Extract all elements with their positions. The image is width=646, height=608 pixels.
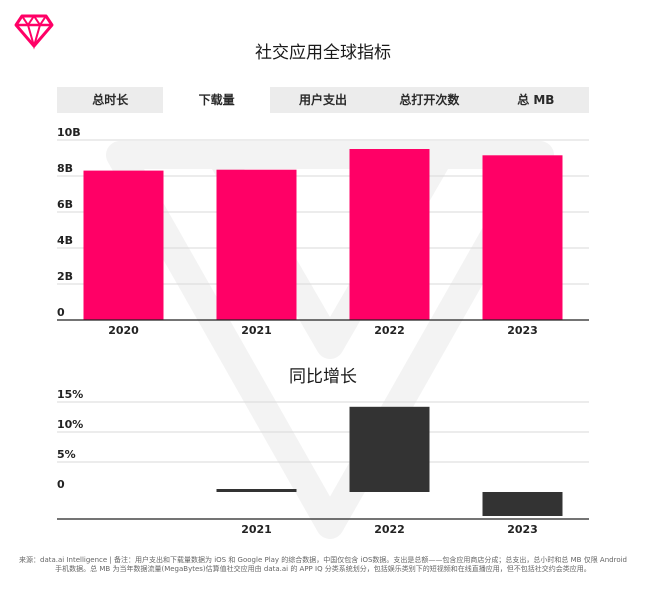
y-tick-label: 4B <box>57 234 73 247</box>
x-tick-label: 2023 <box>507 324 538 337</box>
yoy-growth-bar-chart: 0 5% 10% 15% 2021 2022 2023 <box>57 388 589 536</box>
downloads-bar-chart: 0 2B 4B 6B 8B 10B 2020 2021 2022 2023 <box>57 126 589 337</box>
y-tick-label: 2B <box>57 270 73 283</box>
y-tick-label: 6B <box>57 198 73 211</box>
growth-bar-2021 <box>216 489 297 492</box>
tab-user-spend[interactable]: 用户支出 <box>299 93 348 107</box>
x-tick-label: 2021 <box>241 324 272 337</box>
y-tick-label: 10B <box>57 126 81 139</box>
y-tick-label: 0 <box>57 306 65 319</box>
y-tick-label: 5% <box>57 448 76 461</box>
x-tick-label: 2021 <box>241 523 272 536</box>
bar-2021 <box>216 169 297 320</box>
growth-chart-title: 同比增长 <box>289 367 357 387</box>
bar-2023 <box>482 155 563 320</box>
y-tick-label: 15% <box>57 388 83 401</box>
x-tick-label: 2022 <box>374 523 405 536</box>
x-tick-label: 2023 <box>507 523 538 536</box>
y-tick-label: 0 <box>57 478 65 491</box>
diamond-logo-icon <box>14 14 54 50</box>
source-footnote: 来源：data.ai Intelligence | 备注：用户支出和下载量数据为… <box>19 556 627 573</box>
y-tick-label: 10% <box>57 418 83 431</box>
growth-bar-2022 <box>349 406 430 492</box>
tab-downloads[interactable]: 下载量 <box>163 87 270 113</box>
bar-2020 <box>83 170 164 320</box>
bar-2022 <box>349 149 430 320</box>
x-tick-label: 2020 <box>108 324 139 337</box>
tab-total-mb[interactable]: 总 MB <box>517 93 555 107</box>
y-tick-label: 8B <box>57 162 73 175</box>
tab-total-time[interactable]: 总时长 <box>92 93 129 107</box>
chart-title: 社交应用全球指标 <box>255 43 391 63</box>
tab-total-opens[interactable]: 总打开次数 <box>399 93 460 107</box>
x-tick-label: 2022 <box>374 324 405 337</box>
growth-bar-2023 <box>482 492 563 516</box>
metric-tabs: 总时长 下载量 用户支出 总打开次数 总 MB <box>57 87 589 113</box>
